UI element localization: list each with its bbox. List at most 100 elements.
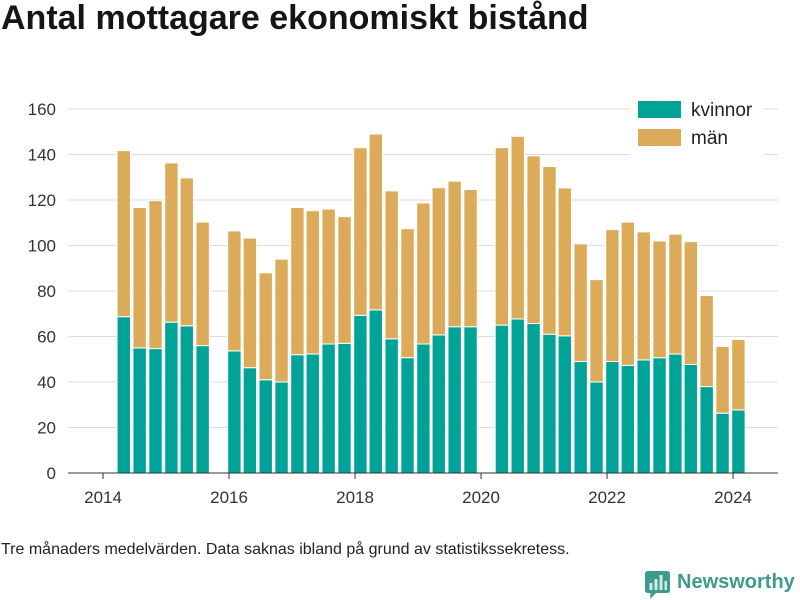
legend-swatch-kvinnor: [638, 101, 681, 118]
bar-man: [337, 216, 352, 344]
bar-kvinnor: [195, 345, 210, 474]
bar-kvinnor: [416, 343, 431, 474]
y-tick-label: 40: [37, 373, 56, 392]
bar-kvinnor: [715, 412, 730, 474]
bar-man: [242, 237, 258, 369]
bar-man: [731, 338, 746, 411]
bar-kvinnor: [337, 342, 352, 474]
legend: kvinnor män: [630, 95, 763, 158]
y-tick-label: 100: [28, 237, 56, 256]
bar-man: [164, 162, 179, 323]
axes: 0 20 40 60 80 100 120 140 160 2014 2016 2018 2020 202…: [28, 100, 778, 507]
bar-kvinnor: [400, 357, 415, 474]
bar-man: [353, 147, 368, 316]
bar-kvinnor: [526, 323, 541, 474]
bar-kvinnor: [274, 381, 289, 474]
bar-kvinnor: [242, 367, 258, 474]
bar-kvinnor: [321, 343, 336, 474]
y-tick-label: 160: [28, 100, 56, 119]
bar-man: [384, 190, 399, 340]
bar-kvinnor: [731, 409, 746, 474]
bar-kvinnor: [132, 347, 147, 474]
bar-man: [258, 272, 273, 381]
logo-text: Newsworthy: [677, 571, 795, 593]
bar-man: [699, 295, 714, 388]
bar-kvinnor: [148, 348, 163, 474]
bar-man: [431, 187, 446, 336]
bar-kvinnor: [384, 338, 399, 474]
x-tick-label: 2016: [210, 488, 248, 507]
bar-man: [227, 230, 242, 352]
bar-man: [494, 147, 510, 326]
x-tick-label: 2022: [588, 488, 626, 507]
bar-man: [463, 189, 478, 328]
bar-kvinnor: [179, 325, 194, 474]
bar-kvinnor: [542, 333, 557, 474]
bar-man: [447, 180, 462, 328]
bars: [116, 133, 746, 474]
bar-man: [179, 177, 194, 327]
bar-man: [510, 135, 525, 320]
bar-kvinnor: [652, 357, 667, 474]
bar-kvinnor: [683, 363, 698, 474]
y-tick-label: 20: [37, 419, 56, 438]
bar-kvinnor: [589, 381, 604, 474]
bar-kvinnor: [494, 324, 510, 474]
bar-kvinnor: [227, 350, 242, 474]
bar-kvinnor: [557, 335, 572, 474]
bar-man: [290, 207, 305, 356]
bar-kvinnor: [353, 314, 368, 474]
legend-swatch-man: [638, 129, 681, 146]
x-tick-label: 2020: [462, 488, 500, 507]
bar-man: [195, 221, 210, 347]
legend-label-kvinnor: kvinnor: [691, 100, 753, 121]
bar-kvinnor: [699, 386, 714, 474]
bar-man: [573, 243, 588, 363]
bar-man: [542, 166, 557, 335]
y-tick-label: 80: [37, 282, 56, 301]
bar-kvinnor: [573, 361, 588, 474]
bar-man: [368, 133, 383, 311]
bar-kvinnor: [164, 321, 179, 474]
bar-man: [132, 207, 147, 349]
y-tick-label: 120: [28, 191, 56, 210]
bar-kvinnor: [668, 353, 683, 474]
bar-man: [148, 200, 163, 350]
bar-kvinnor: [605, 361, 620, 474]
bar-man: [620, 221, 635, 366]
bar-man: [274, 258, 289, 383]
x-tick-label: 2014: [84, 488, 122, 507]
bar-man: [321, 208, 336, 345]
bar-kvinnor: [116, 316, 131, 474]
footnote: Tre månaders medelvärden. Data saknas ib…: [1, 541, 570, 558]
bar-man: [416, 202, 431, 345]
bar-man: [715, 346, 730, 414]
bar-kvinnor: [290, 354, 305, 474]
bar-kvinnor: [258, 379, 273, 474]
bar-kvinnor: [510, 318, 525, 474]
bar-man: [305, 210, 320, 355]
bar-man: [557, 187, 572, 337]
bar-man: [526, 155, 541, 325]
bar-man: [683, 241, 698, 365]
bar-man: [116, 150, 131, 318]
y-tick-label: 60: [37, 328, 56, 347]
bar-kvinnor: [305, 353, 320, 474]
bar-man: [668, 233, 683, 355]
chart-title: Antal mottagare ekonomiskt bistånd: [1, 0, 589, 37]
bar-kvinnor: [636, 359, 651, 474]
bar-kvinnor: [431, 334, 446, 474]
bar-man: [400, 228, 415, 359]
bar-man: [605, 229, 620, 363]
bar-kvinnor: [368, 309, 383, 474]
bar-chart-bubble-icon: [645, 571, 670, 599]
bar-kvinnor: [463, 326, 478, 474]
y-tick-label: 0: [47, 464, 56, 483]
x-tick-label: 2024: [714, 488, 752, 507]
newsworthy-logo: Newsworthy: [645, 568, 797, 600]
x-tick-label: 2018: [336, 488, 374, 507]
bar-kvinnor: [620, 364, 635, 474]
bar-man: [589, 279, 604, 383]
bar-man: [652, 240, 667, 359]
